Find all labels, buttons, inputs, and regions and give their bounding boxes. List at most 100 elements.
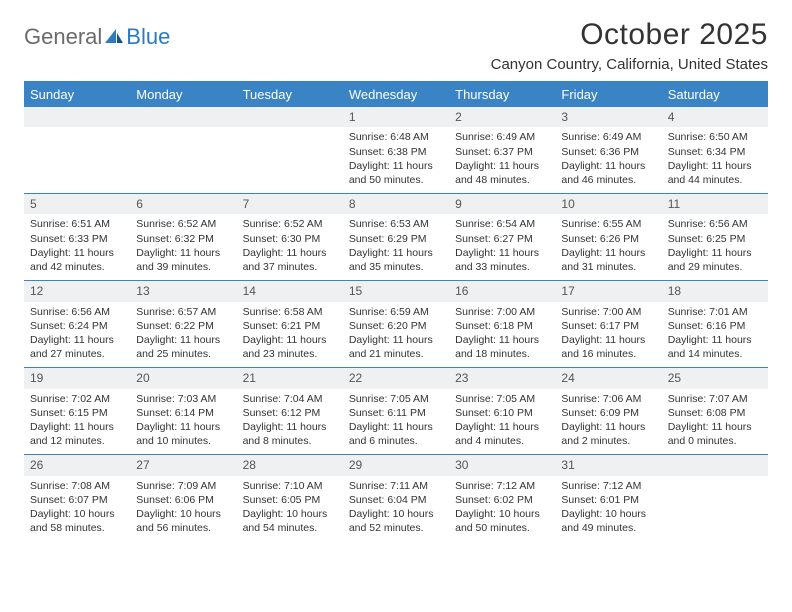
day-details bbox=[662, 476, 768, 532]
day-details: Sunrise: 7:10 AMSunset: 6:05 PMDaylight:… bbox=[237, 476, 343, 542]
day-details: Sunrise: 6:50 AMSunset: 6:34 PMDaylight:… bbox=[662, 127, 768, 193]
calendar-day-cell: 14Sunrise: 6:58 AMSunset: 6:21 PMDayligh… bbox=[237, 281, 343, 368]
calendar-day-cell: 1Sunrise: 6:48 AMSunset: 6:38 PMDaylight… bbox=[343, 107, 449, 194]
day-details: Sunrise: 7:00 AMSunset: 6:17 PMDaylight:… bbox=[555, 302, 661, 368]
day-details bbox=[130, 127, 236, 183]
day-number: 23 bbox=[449, 368, 555, 388]
weekday-header: Saturday bbox=[662, 83, 768, 107]
calendar-day-cell: 28Sunrise: 7:10 AMSunset: 6:05 PMDayligh… bbox=[237, 455, 343, 542]
calendar-day-cell: 5Sunrise: 6:51 AMSunset: 6:33 PMDaylight… bbox=[24, 194, 130, 281]
day-number: 8 bbox=[343, 194, 449, 214]
weekday-header: Thursday bbox=[449, 83, 555, 107]
calendar-day-cell: 19Sunrise: 7:02 AMSunset: 6:15 PMDayligh… bbox=[24, 368, 130, 455]
day-number: 16 bbox=[449, 281, 555, 301]
day-details: Sunrise: 6:54 AMSunset: 6:27 PMDaylight:… bbox=[449, 214, 555, 280]
day-details: Sunrise: 7:02 AMSunset: 6:15 PMDaylight:… bbox=[24, 389, 130, 455]
day-details: Sunrise: 7:07 AMSunset: 6:08 PMDaylight:… bbox=[662, 389, 768, 455]
calendar-day-cell: 10Sunrise: 6:55 AMSunset: 6:26 PMDayligh… bbox=[555, 194, 661, 281]
day-number: 22 bbox=[343, 368, 449, 388]
day-number: 11 bbox=[662, 194, 768, 214]
day-details: Sunrise: 6:49 AMSunset: 6:37 PMDaylight:… bbox=[449, 127, 555, 193]
day-details: Sunrise: 6:59 AMSunset: 6:20 PMDaylight:… bbox=[343, 302, 449, 368]
calendar-day-cell: 22Sunrise: 7:05 AMSunset: 6:11 PMDayligh… bbox=[343, 368, 449, 455]
day-number: 30 bbox=[449, 455, 555, 475]
day-details: Sunrise: 6:48 AMSunset: 6:38 PMDaylight:… bbox=[343, 127, 449, 193]
day-number: 1 bbox=[343, 107, 449, 127]
day-number: 17 bbox=[555, 281, 661, 301]
day-number: 10 bbox=[555, 194, 661, 214]
day-number: 9 bbox=[449, 194, 555, 214]
calendar-day-cell: 15Sunrise: 6:59 AMSunset: 6:20 PMDayligh… bbox=[343, 281, 449, 368]
calendar-day-cell bbox=[24, 107, 130, 194]
day-number: 15 bbox=[343, 281, 449, 301]
day-details bbox=[24, 127, 130, 183]
calendar-day-cell: 7Sunrise: 6:52 AMSunset: 6:30 PMDaylight… bbox=[237, 194, 343, 281]
calendar-table: SundayMondayTuesdayWednesdayThursdayFrid… bbox=[24, 83, 768, 541]
logo: General Blue bbox=[24, 24, 170, 50]
calendar-day-cell: 21Sunrise: 7:04 AMSunset: 6:12 PMDayligh… bbox=[237, 368, 343, 455]
day-number: 19 bbox=[24, 368, 130, 388]
day-details: Sunrise: 7:12 AMSunset: 6:01 PMDaylight:… bbox=[555, 476, 661, 542]
weekday-header: Tuesday bbox=[237, 83, 343, 107]
day-details: Sunrise: 6:56 AMSunset: 6:24 PMDaylight:… bbox=[24, 302, 130, 368]
calendar-day-cell: 4Sunrise: 6:50 AMSunset: 6:34 PMDaylight… bbox=[662, 107, 768, 194]
calendar-day-cell: 2Sunrise: 6:49 AMSunset: 6:37 PMDaylight… bbox=[449, 107, 555, 194]
day-details: Sunrise: 7:04 AMSunset: 6:12 PMDaylight:… bbox=[237, 389, 343, 455]
calendar-week-row: 19Sunrise: 7:02 AMSunset: 6:15 PMDayligh… bbox=[24, 368, 768, 455]
day-details: Sunrise: 7:08 AMSunset: 6:07 PMDaylight:… bbox=[24, 476, 130, 542]
day-number: 26 bbox=[24, 455, 130, 475]
day-details: Sunrise: 6:57 AMSunset: 6:22 PMDaylight:… bbox=[130, 302, 236, 368]
day-number: 24 bbox=[555, 368, 661, 388]
calendar-day-cell: 8Sunrise: 6:53 AMSunset: 6:29 PMDaylight… bbox=[343, 194, 449, 281]
day-number: 31 bbox=[555, 455, 661, 475]
day-details: Sunrise: 7:09 AMSunset: 6:06 PMDaylight:… bbox=[130, 476, 236, 542]
day-details: Sunrise: 7:11 AMSunset: 6:04 PMDaylight:… bbox=[343, 476, 449, 542]
day-number: 20 bbox=[130, 368, 236, 388]
day-number bbox=[24, 107, 130, 127]
calendar-body: 1Sunrise: 6:48 AMSunset: 6:38 PMDaylight… bbox=[24, 107, 768, 541]
day-number: 21 bbox=[237, 368, 343, 388]
day-number: 13 bbox=[130, 281, 236, 301]
day-number: 5 bbox=[24, 194, 130, 214]
day-number: 28 bbox=[237, 455, 343, 475]
calendar-day-cell: 26Sunrise: 7:08 AMSunset: 6:07 PMDayligh… bbox=[24, 455, 130, 542]
calendar-day-cell bbox=[130, 107, 236, 194]
day-details: Sunrise: 6:58 AMSunset: 6:21 PMDaylight:… bbox=[237, 302, 343, 368]
day-details: Sunrise: 6:55 AMSunset: 6:26 PMDaylight:… bbox=[555, 214, 661, 280]
calendar-day-cell: 24Sunrise: 7:06 AMSunset: 6:09 PMDayligh… bbox=[555, 368, 661, 455]
day-number: 3 bbox=[555, 107, 661, 127]
day-details: Sunrise: 6:53 AMSunset: 6:29 PMDaylight:… bbox=[343, 214, 449, 280]
day-details: Sunrise: 6:49 AMSunset: 6:36 PMDaylight:… bbox=[555, 127, 661, 193]
day-details bbox=[237, 127, 343, 183]
weekday-header: Wednesday bbox=[343, 83, 449, 107]
day-number: 6 bbox=[130, 194, 236, 214]
logo-text-general: General bbox=[24, 24, 102, 50]
calendar-day-cell: 20Sunrise: 7:03 AMSunset: 6:14 PMDayligh… bbox=[130, 368, 236, 455]
calendar-day-cell: 25Sunrise: 7:07 AMSunset: 6:08 PMDayligh… bbox=[662, 368, 768, 455]
calendar-day-cell: 31Sunrise: 7:12 AMSunset: 6:01 PMDayligh… bbox=[555, 455, 661, 542]
day-details: Sunrise: 6:51 AMSunset: 6:33 PMDaylight:… bbox=[24, 214, 130, 280]
calendar-day-cell: 9Sunrise: 6:54 AMSunset: 6:27 PMDaylight… bbox=[449, 194, 555, 281]
logo-sail-icon bbox=[104, 28, 124, 46]
day-number: 7 bbox=[237, 194, 343, 214]
day-number bbox=[130, 107, 236, 127]
calendar-day-cell: 18Sunrise: 7:01 AMSunset: 6:16 PMDayligh… bbox=[662, 281, 768, 368]
calendar-week-row: 1Sunrise: 6:48 AMSunset: 6:38 PMDaylight… bbox=[24, 107, 768, 194]
day-details: Sunrise: 6:56 AMSunset: 6:25 PMDaylight:… bbox=[662, 214, 768, 280]
day-number: 25 bbox=[662, 368, 768, 388]
day-number: 4 bbox=[662, 107, 768, 127]
day-details: Sunrise: 6:52 AMSunset: 6:32 PMDaylight:… bbox=[130, 214, 236, 280]
calendar-day-cell: 27Sunrise: 7:09 AMSunset: 6:06 PMDayligh… bbox=[130, 455, 236, 542]
calendar-day-cell: 3Sunrise: 6:49 AMSunset: 6:36 PMDaylight… bbox=[555, 107, 661, 194]
day-number: 29 bbox=[343, 455, 449, 475]
day-details: Sunrise: 7:05 AMSunset: 6:10 PMDaylight:… bbox=[449, 389, 555, 455]
day-number: 27 bbox=[130, 455, 236, 475]
calendar-day-cell: 11Sunrise: 6:56 AMSunset: 6:25 PMDayligh… bbox=[662, 194, 768, 281]
calendar-week-row: 26Sunrise: 7:08 AMSunset: 6:07 PMDayligh… bbox=[24, 455, 768, 542]
logo-text-blue: Blue bbox=[126, 24, 170, 50]
calendar-day-cell: 17Sunrise: 7:00 AMSunset: 6:17 PMDayligh… bbox=[555, 281, 661, 368]
day-details: Sunrise: 6:52 AMSunset: 6:30 PMDaylight:… bbox=[237, 214, 343, 280]
day-details: Sunrise: 7:12 AMSunset: 6:02 PMDaylight:… bbox=[449, 476, 555, 542]
calendar-week-row: 5Sunrise: 6:51 AMSunset: 6:33 PMDaylight… bbox=[24, 194, 768, 281]
calendar-day-cell: 13Sunrise: 6:57 AMSunset: 6:22 PMDayligh… bbox=[130, 281, 236, 368]
